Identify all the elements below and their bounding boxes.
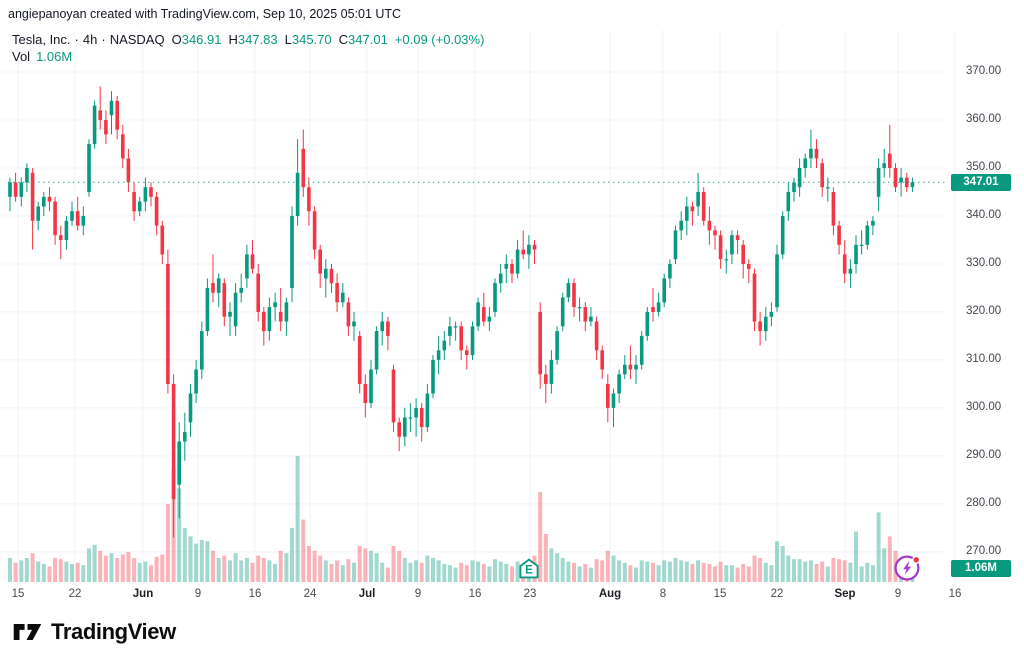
time-axis-label: 16 bbox=[468, 588, 482, 600]
tradingview-logo-icon bbox=[13, 624, 42, 640]
price-axis-label: 370.00 bbox=[966, 64, 1002, 77]
close-value: 347.01 bbox=[348, 32, 388, 47]
time-axis-label: 24 bbox=[303, 588, 317, 600]
earnings-icon[interactable]: E bbox=[516, 556, 542, 582]
legend-separator: · bbox=[74, 32, 79, 47]
low-value: 345.70 bbox=[291, 32, 332, 47]
legend-line-1: Tesla, Inc. · 4h · NASDAQ O346.91 H347.83 L345.… bbox=[12, 31, 484, 48]
time-axis-label: 22 bbox=[68, 588, 82, 600]
price-axis-label: 320.00 bbox=[966, 304, 1002, 317]
time-axis-label: 9 bbox=[194, 588, 202, 600]
price-axis-label: 350.00 bbox=[966, 160, 1002, 173]
open-label: O bbox=[171, 32, 182, 47]
time-axis-label: Aug bbox=[598, 588, 622, 600]
high-value: 347.83 bbox=[237, 32, 278, 47]
time-axis-label: 15 bbox=[11, 588, 25, 600]
close-label: C bbox=[338, 32, 349, 47]
volume-badge: 1.06M bbox=[951, 560, 1011, 577]
volume-label: Vol bbox=[12, 49, 31, 64]
change-value: +0.09 (+0.03%) bbox=[394, 32, 485, 47]
price-axis-label: 300.00 bbox=[966, 400, 1002, 413]
price-axis-label: 310.00 bbox=[966, 352, 1002, 365]
price-axis-label: 270.00 bbox=[966, 544, 1002, 557]
price-axis-label: 360.00 bbox=[966, 112, 1002, 125]
volume-bars bbox=[8, 456, 915, 582]
time-axis-label: 16 bbox=[948, 588, 962, 600]
time-axis-label: 8 bbox=[659, 588, 667, 600]
price-axis-label: 330.00 bbox=[966, 256, 1002, 269]
high-label: H bbox=[228, 32, 238, 47]
price-axis-label: 340.00 bbox=[966, 208, 1002, 221]
time-axis-label: 22 bbox=[770, 588, 784, 600]
legend-line-2: Vol 1.06M bbox=[12, 48, 484, 65]
price-axis-label: 280.00 bbox=[966, 496, 1002, 509]
time-axis-label: 9 bbox=[894, 588, 902, 600]
symbol-legend: Tesla, Inc. · 4h · NASDAQ O346.91 H347.83 L345.… bbox=[12, 31, 484, 65]
open-value: 346.91 bbox=[181, 32, 222, 47]
chart-interval: 4h bbox=[82, 32, 98, 47]
time-axis[interactable]: 15 22 Jun 9 16 24 Jul 9 16 23 Aug 8 15 22 Sep 9 16 bbox=[0, 586, 1024, 606]
time-axis-label: 16 bbox=[248, 588, 262, 600]
price-axis[interactable]: 347.01 1.06M 370.00 360.00 350.00 340.00 330… bbox=[950, 0, 1024, 610]
time-axis-label: Sep bbox=[834, 588, 856, 600]
attribution-text: angiepanoyan created with TradingView.co… bbox=[8, 7, 402, 21]
time-axis-label: Jun bbox=[132, 588, 154, 600]
volume-value: 1.06M bbox=[36, 49, 73, 64]
time-axis-label: 23 bbox=[523, 588, 537, 600]
upcoming-event-lightning-icon[interactable] bbox=[893, 553, 921, 581]
time-axis-label: Jul bbox=[358, 588, 376, 600]
time-axis-label: 9 bbox=[414, 588, 422, 600]
legend-separator: · bbox=[101, 32, 106, 47]
tradingview-footer[interactable]: TradingView bbox=[13, 619, 176, 645]
candles bbox=[8, 86, 915, 538]
exchange-name: NASDAQ bbox=[109, 32, 165, 47]
tradingview-wordmark: TradingView bbox=[51, 619, 176, 644]
svg-text:E: E bbox=[525, 565, 533, 577]
low-label: L bbox=[284, 32, 292, 47]
last-price-badge: 347.01 bbox=[951, 173, 1011, 191]
grid-lines bbox=[0, 30, 956, 585]
candlestick-chart-canvas[interactable] bbox=[0, 0, 1024, 612]
symbol-name: Tesla, Inc. bbox=[12, 32, 71, 47]
price-axis-label: 290.00 bbox=[966, 448, 1002, 461]
time-axis-label: 15 bbox=[713, 588, 727, 600]
